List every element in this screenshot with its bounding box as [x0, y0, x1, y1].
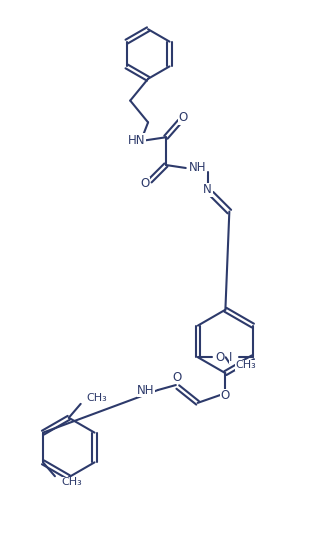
Text: NH: NH — [137, 384, 155, 397]
Text: O: O — [215, 351, 224, 364]
Text: O: O — [172, 370, 182, 384]
Text: CH₃: CH₃ — [61, 477, 82, 487]
Text: CH₃: CH₃ — [236, 360, 256, 370]
Text: HN: HN — [127, 134, 145, 146]
Text: NH: NH — [189, 162, 206, 174]
Text: O: O — [178, 111, 187, 124]
Text: I: I — [229, 351, 233, 364]
Text: CH₃: CH₃ — [87, 393, 107, 403]
Text: N: N — [203, 183, 212, 196]
Text: O: O — [141, 177, 150, 190]
Text: O: O — [221, 389, 230, 403]
